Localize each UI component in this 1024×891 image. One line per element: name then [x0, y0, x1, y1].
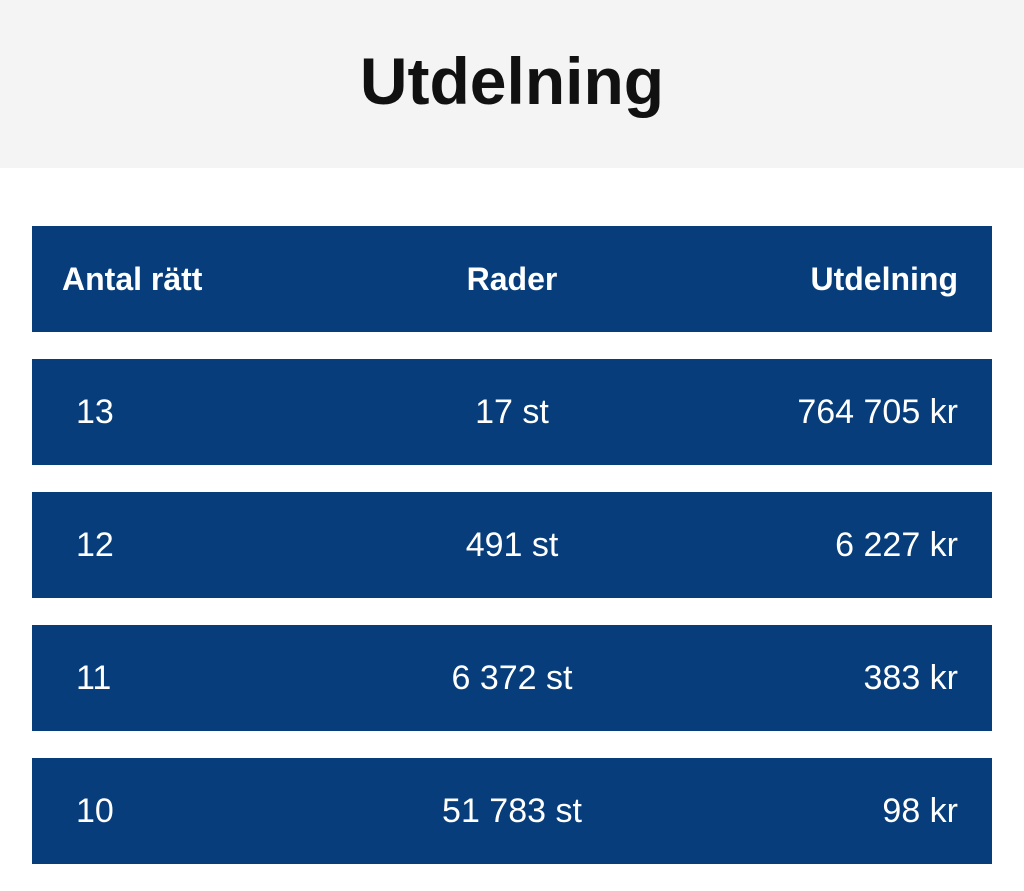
cell-antal-ratt: 12	[76, 525, 114, 564]
table-row: 12 491 st 6 227 kr	[32, 492, 992, 598]
cell-antal-ratt: 10	[76, 791, 114, 830]
table-row: 13 17 st 764 705 kr	[32, 359, 992, 465]
cell-utdelning: 764 705 kr	[797, 392, 958, 431]
cell-antal-ratt: 11	[76, 658, 112, 697]
table-header-row: Antal rätt Rader Utdelning	[32, 226, 992, 332]
table-row: 11 6 372 st 383 kr	[32, 625, 992, 731]
cell-utdelning: 383 kr	[863, 658, 959, 697]
column-header-rader: Rader	[466, 260, 558, 297]
cell-rader: 491 st	[465, 525, 559, 564]
table-row: 10 51 783 st 98 kr	[32, 758, 992, 864]
cell-rader: 51 783 st	[442, 791, 582, 830]
page-header: Utdelning	[0, 0, 1024, 168]
cell-utdelning: 98 kr	[882, 791, 958, 830]
column-header-utdelning: Utdelning	[810, 260, 958, 297]
page-title: Utdelning	[359, 44, 665, 118]
cell-antal-ratt: 13	[76, 392, 114, 431]
cell-rader: 17 st	[475, 392, 549, 431]
cell-utdelning: 6 227 kr	[835, 525, 958, 564]
column-header-antal-ratt: Antal rätt	[62, 260, 203, 297]
cell-rader: 6 372 st	[451, 658, 573, 697]
